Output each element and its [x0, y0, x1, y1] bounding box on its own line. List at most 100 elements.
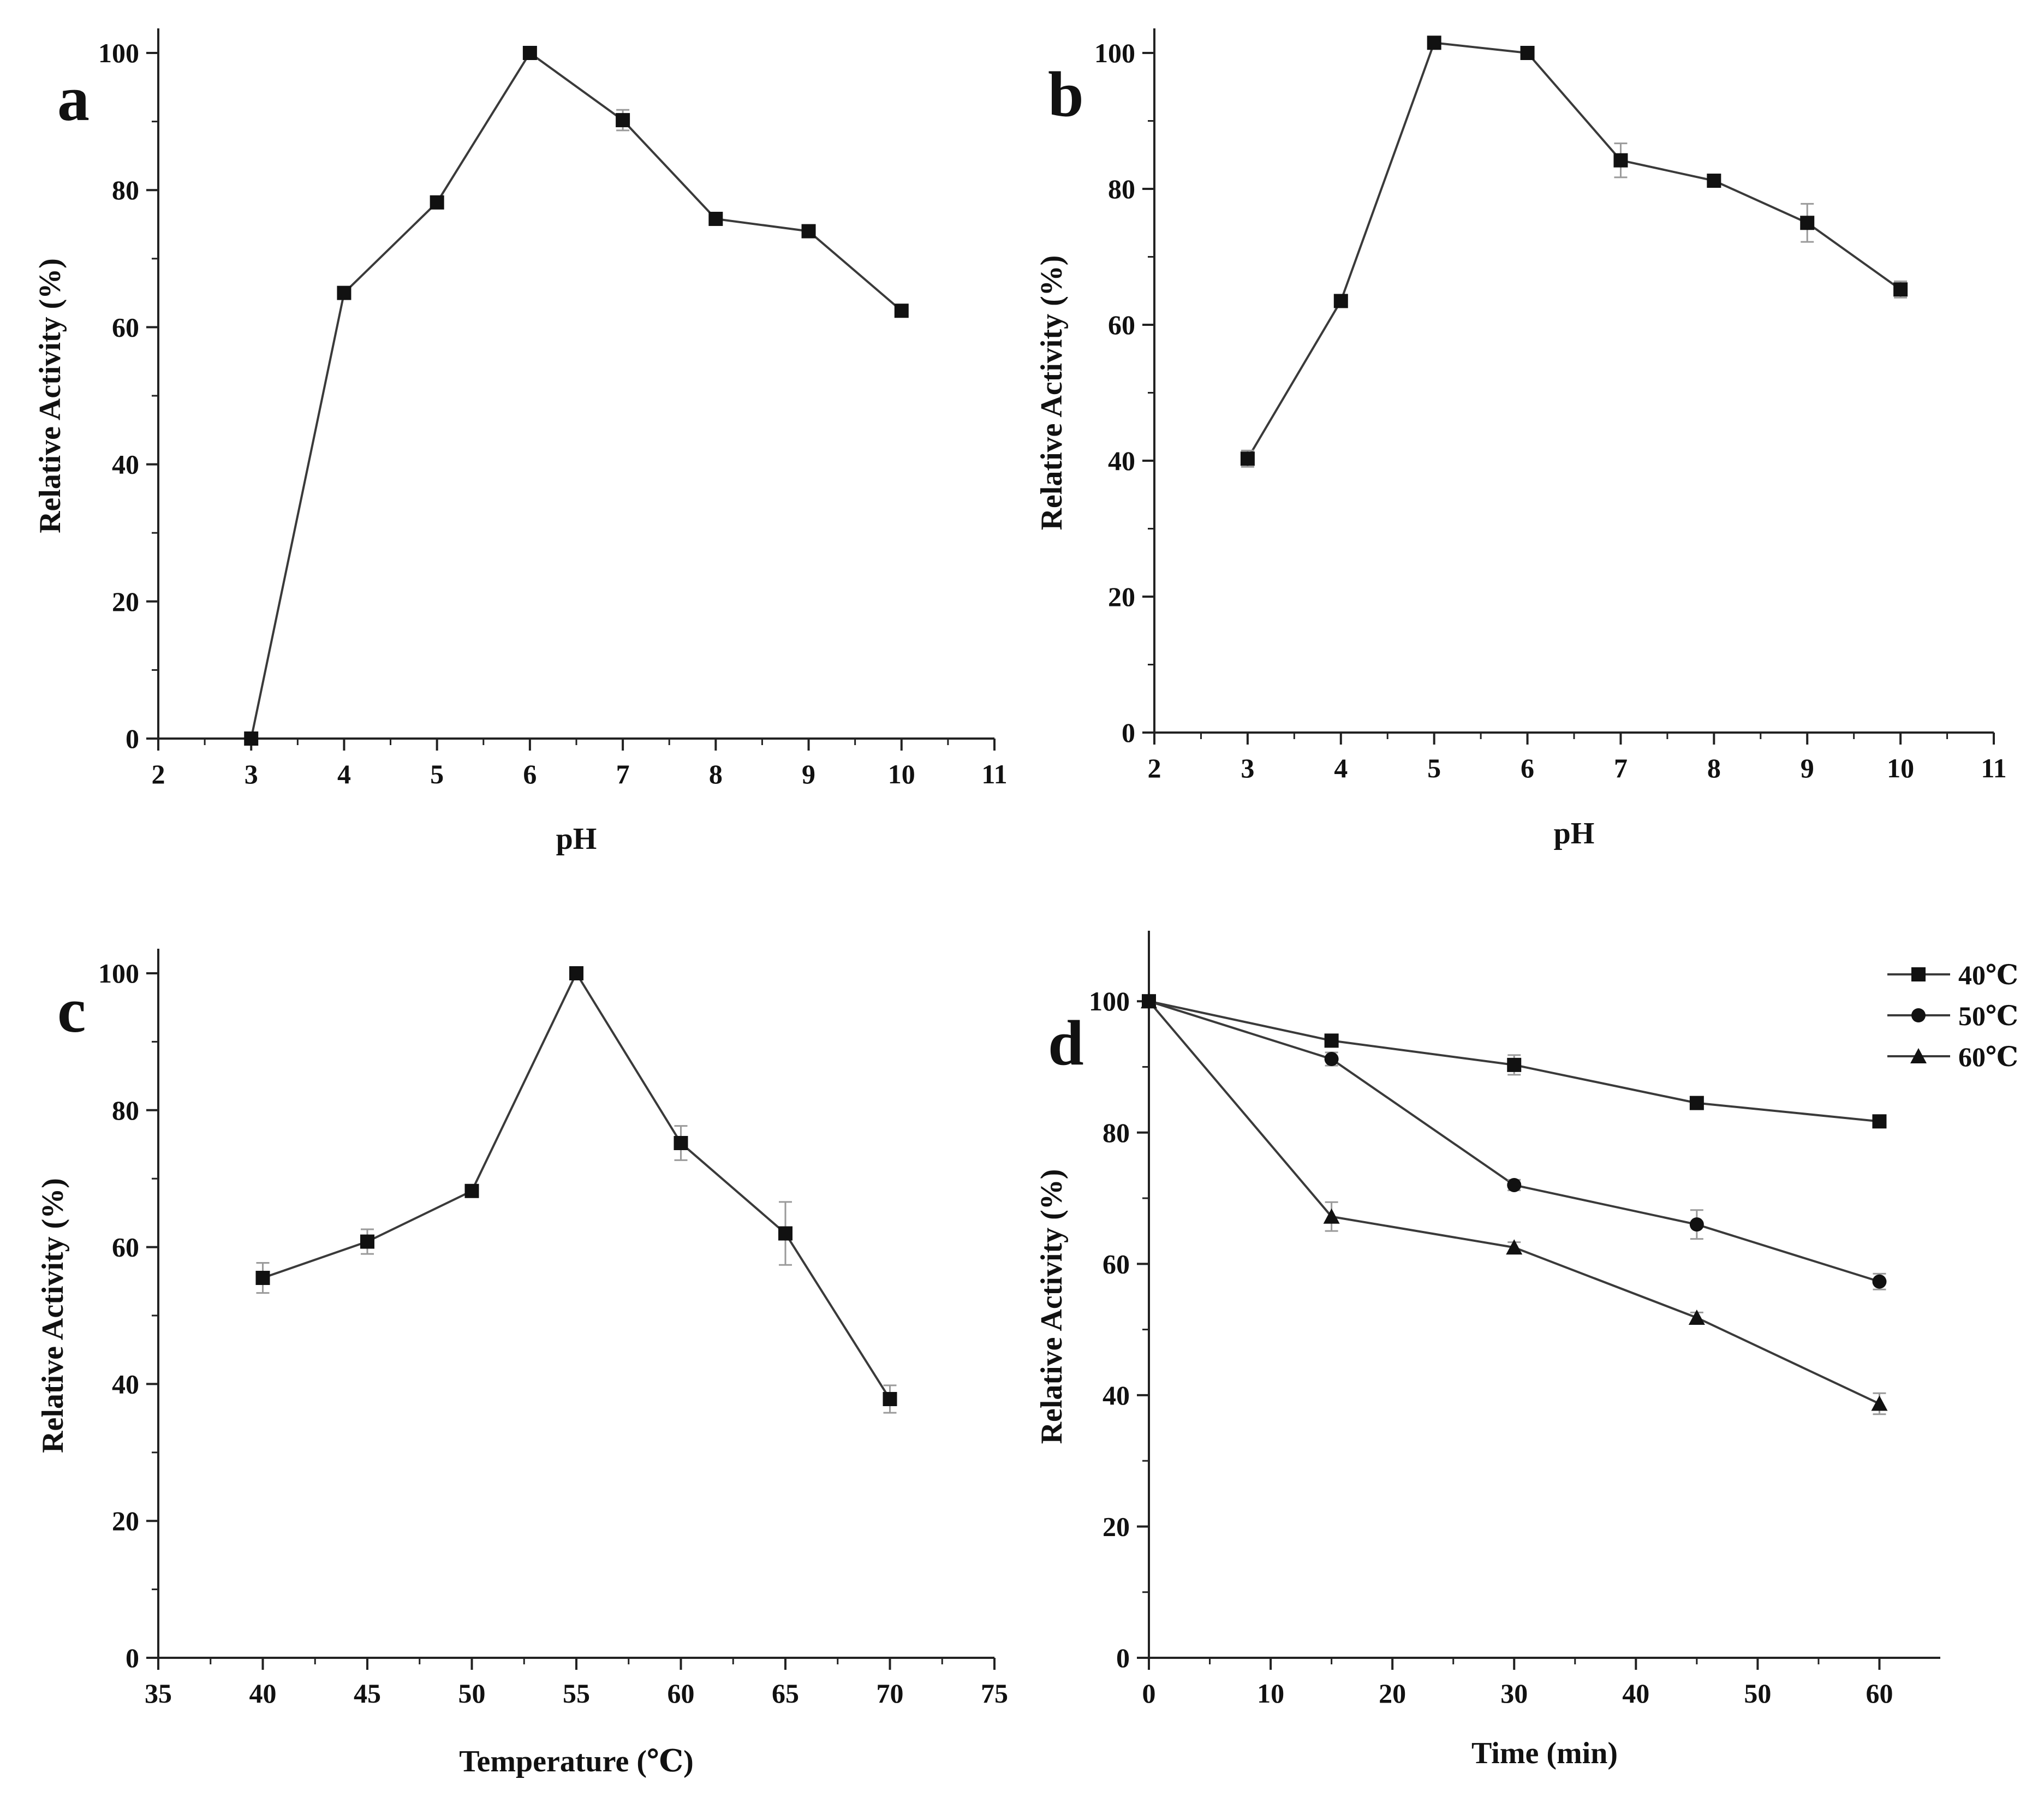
y-tick-label: 40 — [112, 449, 139, 480]
x-tick-label: 2 — [152, 759, 165, 789]
data-point — [1333, 294, 1348, 308]
data-point — [569, 966, 583, 980]
x-tick-label: 65 — [772, 1678, 799, 1709]
data-point — [255, 1271, 270, 1286]
series-40C — [1142, 994, 1887, 1129]
data-point — [522, 46, 537, 60]
x-tick-label: 10 — [1887, 753, 1914, 783]
x-tick-label: 6 — [523, 759, 537, 789]
y-tick-label: 20 — [1108, 581, 1135, 612]
y-tick-label: 100 — [98, 958, 139, 989]
x-tick-label: 3 — [1241, 753, 1254, 783]
x-tick-label: 0 — [1142, 1678, 1156, 1709]
x-tick-label: 45 — [354, 1678, 381, 1709]
x-tick-label: 7 — [616, 759, 630, 789]
data-point — [1507, 1057, 1522, 1072]
x-tick-label: 50 — [458, 1678, 486, 1709]
y-tick-label: 40 — [1108, 445, 1135, 476]
data-point — [1707, 174, 1721, 188]
x-axis-title: pH — [1554, 817, 1595, 850]
data-point — [1872, 1114, 1887, 1129]
data-point — [360, 1234, 374, 1249]
x-axis-title: Temperature (℃) — [459, 1745, 693, 1778]
x-tick-label: 9 — [802, 759, 815, 789]
data-point — [464, 1183, 479, 1198]
data-point — [1323, 1208, 1340, 1224]
data-point — [1506, 1239, 1523, 1255]
x-tick-label: 20 — [1379, 1678, 1406, 1709]
y-tick-label: 60 — [1108, 310, 1135, 340]
data-point — [337, 285, 351, 300]
series-60C — [1141, 993, 1888, 1415]
data-point — [883, 1391, 897, 1406]
y-tick-label: 100 — [1089, 986, 1130, 1016]
x-tick-label: 40 — [1622, 1678, 1649, 1709]
data-point — [708, 211, 723, 226]
legend: 40℃ 50℃ 60℃ — [1887, 960, 2018, 1072]
panel-letter: b — [1048, 58, 1084, 130]
x-tick-label: 70 — [877, 1678, 904, 1709]
y-tick-label: 20 — [112, 1506, 139, 1536]
data-point — [1240, 451, 1255, 466]
legend-label: 50℃ — [1958, 1001, 2018, 1031]
x-tick-label: 5 — [1427, 753, 1441, 783]
x-tick-label: 4 — [1334, 753, 1348, 783]
panel-letter: d — [1048, 1007, 1084, 1079]
data-point — [430, 195, 444, 210]
y-tick-label: 0 — [126, 1643, 139, 1673]
y-axis-title: Relative Activity (%) — [1035, 255, 1069, 531]
data-point — [1427, 35, 1441, 50]
data-point — [1324, 1052, 1339, 1067]
y-tick-label: 20 — [112, 586, 139, 617]
data-point — [1520, 46, 1535, 60]
y-tick-label: 80 — [112, 1095, 139, 1126]
x-tick-label: 10 — [888, 759, 915, 789]
y-tick-label: 100 — [1094, 38, 1135, 68]
y-tick-label: 80 — [1103, 1117, 1130, 1148]
data-point — [1871, 1395, 1888, 1411]
y-tick-label: 60 — [112, 1232, 139, 1263]
x-tick-label: 30 — [1500, 1678, 1528, 1709]
data-point — [1872, 1274, 1887, 1289]
data-point — [244, 731, 259, 746]
x-tick-label: 4 — [337, 759, 351, 789]
y-tick-label: 0 — [1122, 717, 1135, 748]
x-tick-label: 8 — [1707, 753, 1721, 783]
x-tick-label: 60 — [1866, 1678, 1893, 1709]
y-tick-label: 40 — [1103, 1380, 1130, 1411]
series-main — [255, 966, 897, 1414]
data-point — [616, 113, 630, 128]
legend-label: 60℃ — [1958, 1042, 2018, 1072]
x-tick-label: 40 — [249, 1678, 277, 1709]
y-axis-title: Relative Activity (%) — [33, 258, 67, 533]
y-tick-label: 60 — [112, 312, 139, 342]
x-tick-label: 2 — [1148, 753, 1161, 783]
data-point — [1800, 216, 1815, 230]
data-point — [1893, 282, 1908, 297]
x-tick-label: 11 — [981, 759, 1007, 789]
x-tick-label: 3 — [245, 759, 258, 789]
chart-panel-a: 2 3 4 5 6 7 8 9 10 11 0 20 40 60 80 100 pH Relative Activ… — [33, 28, 1008, 856]
data-point — [1324, 1033, 1339, 1048]
series-main — [244, 46, 909, 746]
x-tick-label: 6 — [1521, 753, 1534, 783]
y-tick-label: 80 — [1108, 174, 1135, 204]
x-axis-title: Time (min) — [1471, 1736, 1618, 1770]
x-tick-label: 7 — [1614, 753, 1628, 783]
y-tick-label: 40 — [112, 1368, 139, 1399]
data-point — [1688, 1309, 1705, 1325]
x-tick-label: 8 — [709, 759, 723, 789]
legend-label: 40℃ — [1958, 960, 2018, 990]
legend-marker — [1910, 1048, 1927, 1063]
y-tick-label: 60 — [1103, 1248, 1130, 1279]
data-point — [778, 1226, 792, 1241]
y-axis-title: Relative Activity (%) — [1035, 1169, 1069, 1444]
series-line — [250, 51, 903, 739]
x-tick-label: 55 — [563, 1678, 590, 1709]
x-axis-title: pH — [556, 822, 597, 856]
y-tick-label: 0 — [126, 723, 139, 754]
x-tick-label: 11 — [1981, 753, 2006, 783]
x-tick-label: 60 — [668, 1678, 695, 1709]
panel-letter: a — [57, 63, 90, 134]
